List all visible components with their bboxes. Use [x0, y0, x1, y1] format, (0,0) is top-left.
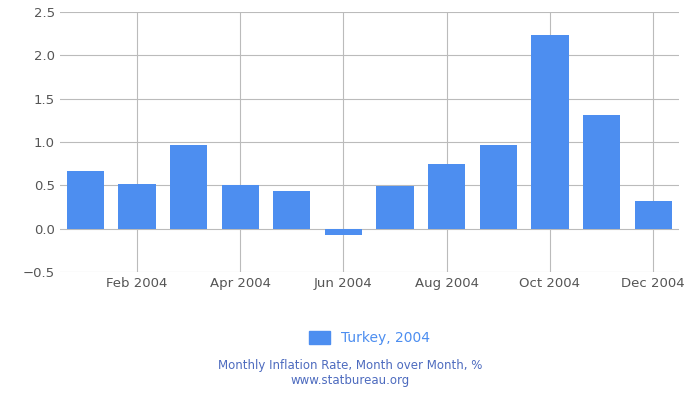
- Bar: [428, 164, 466, 229]
- Text: Monthly Inflation Rate, Month over Month, %: Monthly Inflation Rate, Month over Month…: [218, 360, 482, 372]
- Bar: [583, 115, 620, 229]
- Bar: [325, 229, 362, 235]
- Bar: [480, 146, 517, 229]
- Bar: [377, 186, 414, 229]
- Bar: [273, 190, 310, 229]
- Bar: [118, 184, 155, 229]
- Bar: [635, 201, 672, 229]
- Text: www.statbureau.org: www.statbureau.org: [290, 374, 410, 387]
- Legend: Turkey, 2004: Turkey, 2004: [303, 326, 435, 351]
- Bar: [531, 34, 568, 229]
- Bar: [222, 185, 259, 229]
- Bar: [66, 170, 104, 229]
- Bar: [170, 144, 207, 229]
